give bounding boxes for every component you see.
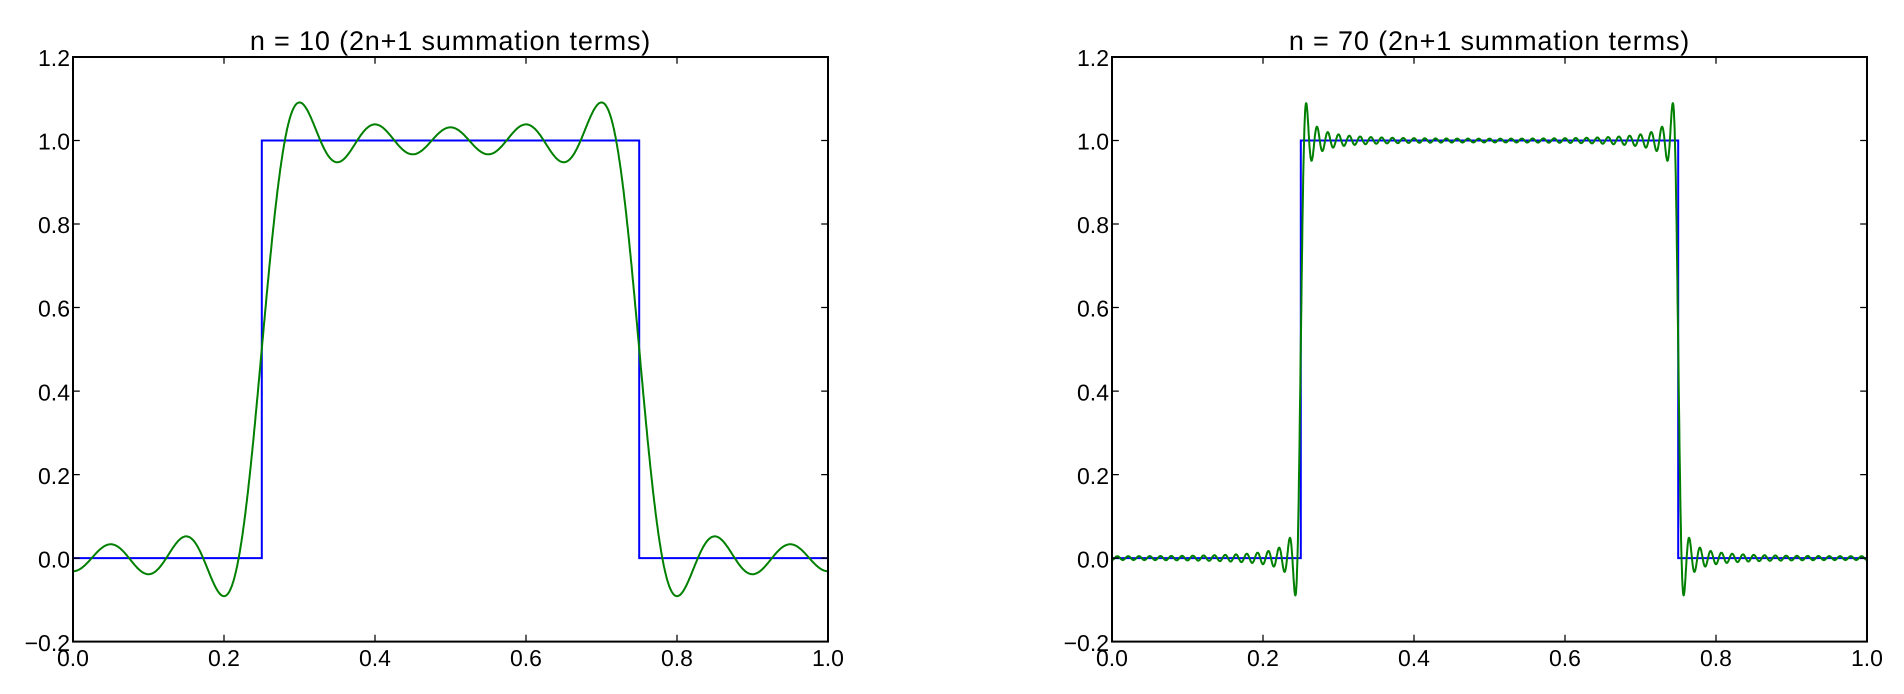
svg-text:0.4: 0.4 [38, 379, 70, 405]
svg-text:0.6: 0.6 [510, 645, 542, 671]
svg-text:0.2: 0.2 [208, 645, 240, 671]
svg-text:0.4: 0.4 [1398, 645, 1430, 671]
svg-text:n = 10 (2n+1 summation terms): n = 10 (2n+1 summation terms) [250, 26, 651, 56]
svg-text:1.0: 1.0 [1851, 645, 1883, 671]
svg-text:0.6: 0.6 [1549, 645, 1581, 671]
svg-text:−0.2: −0.2 [25, 630, 70, 656]
svg-text:0.4: 0.4 [359, 645, 391, 671]
svg-text:0.2: 0.2 [1077, 463, 1109, 489]
svg-text:0.0: 0.0 [38, 546, 70, 572]
svg-text:1.2: 1.2 [38, 45, 70, 71]
svg-text:0.0: 0.0 [1077, 546, 1109, 572]
svg-text:0.8: 0.8 [1700, 645, 1732, 671]
svg-text:0.0: 0.0 [1096, 645, 1128, 671]
svg-text:1.0: 1.0 [38, 129, 70, 155]
svg-text:0.2: 0.2 [38, 463, 70, 489]
svg-text:1.0: 1.0 [812, 645, 844, 671]
svg-text:0.8: 0.8 [661, 645, 693, 671]
svg-text:1.0: 1.0 [1077, 129, 1109, 155]
svg-text:−0.2: −0.2 [1064, 630, 1109, 656]
svg-text:0.8: 0.8 [38, 212, 70, 238]
svg-text:0.6: 0.6 [38, 296, 70, 322]
svg-text:0.6: 0.6 [1077, 296, 1109, 322]
svg-text:1.2: 1.2 [1077, 45, 1109, 71]
svg-text:0.4: 0.4 [1077, 379, 1109, 405]
svg-text:0.2: 0.2 [1247, 645, 1279, 671]
svg-text:n = 70 (2n+1 summation terms): n = 70 (2n+1 summation terms) [1289, 26, 1690, 56]
svg-text:0.8: 0.8 [1077, 212, 1109, 238]
svg-text:0.0: 0.0 [57, 645, 89, 671]
